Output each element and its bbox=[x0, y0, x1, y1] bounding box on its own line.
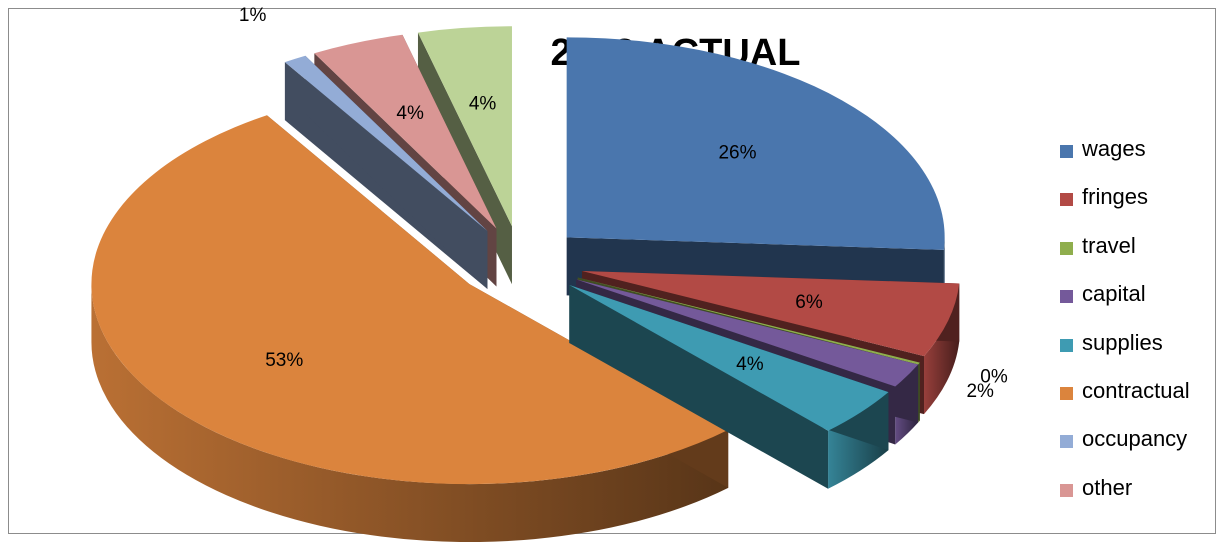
legend-swatch-wages bbox=[1060, 145, 1073, 158]
legend-swatch-fringes bbox=[1060, 193, 1073, 207]
data-label-capital: 2% bbox=[966, 381, 994, 402]
legend-swatch-travel bbox=[1060, 241, 1073, 255]
legend-swatch-contractual bbox=[1060, 386, 1073, 400]
legend-swatch-capital bbox=[1060, 290, 1073, 304]
data-label-wages: 26% bbox=[718, 142, 756, 163]
data-label-unlabeled: 4% bbox=[469, 93, 497, 114]
legend-label-supplies: supplies bbox=[1082, 329, 1163, 355]
legend-swatch-occupancy bbox=[1060, 435, 1073, 449]
legend-label-travel: travel bbox=[1082, 232, 1136, 258]
data-label-occupancy: 1% bbox=[239, 5, 267, 26]
legend-label-fringes: fringes bbox=[1082, 184, 1149, 210]
legend-swatch-supplies bbox=[1060, 338, 1073, 352]
legend-swatch-other bbox=[1060, 483, 1073, 497]
pie-slice-occupancy bbox=[284, 55, 488, 290]
data-label-supplies: 4% bbox=[736, 354, 764, 375]
legend-label-occupancy: occupancy bbox=[1082, 426, 1188, 452]
pie-slice-wages bbox=[566, 37, 945, 308]
pie-slice-contractual bbox=[91, 115, 729, 542]
data-label-other: 4% bbox=[396, 103, 424, 124]
data-label-travel: 0% bbox=[980, 367, 1008, 388]
pie-slice-supplies bbox=[569, 284, 889, 489]
data-label-fringes: 6% bbox=[795, 292, 823, 313]
data-label-contractual: 53% bbox=[265, 350, 303, 371]
legend-label-other: other bbox=[1082, 474, 1133, 500]
legend-label-capital: capital bbox=[1082, 281, 1146, 307]
legend-label-contractual: contractual bbox=[1082, 377, 1190, 403]
legend-label-wages: wages bbox=[1082, 136, 1146, 161]
